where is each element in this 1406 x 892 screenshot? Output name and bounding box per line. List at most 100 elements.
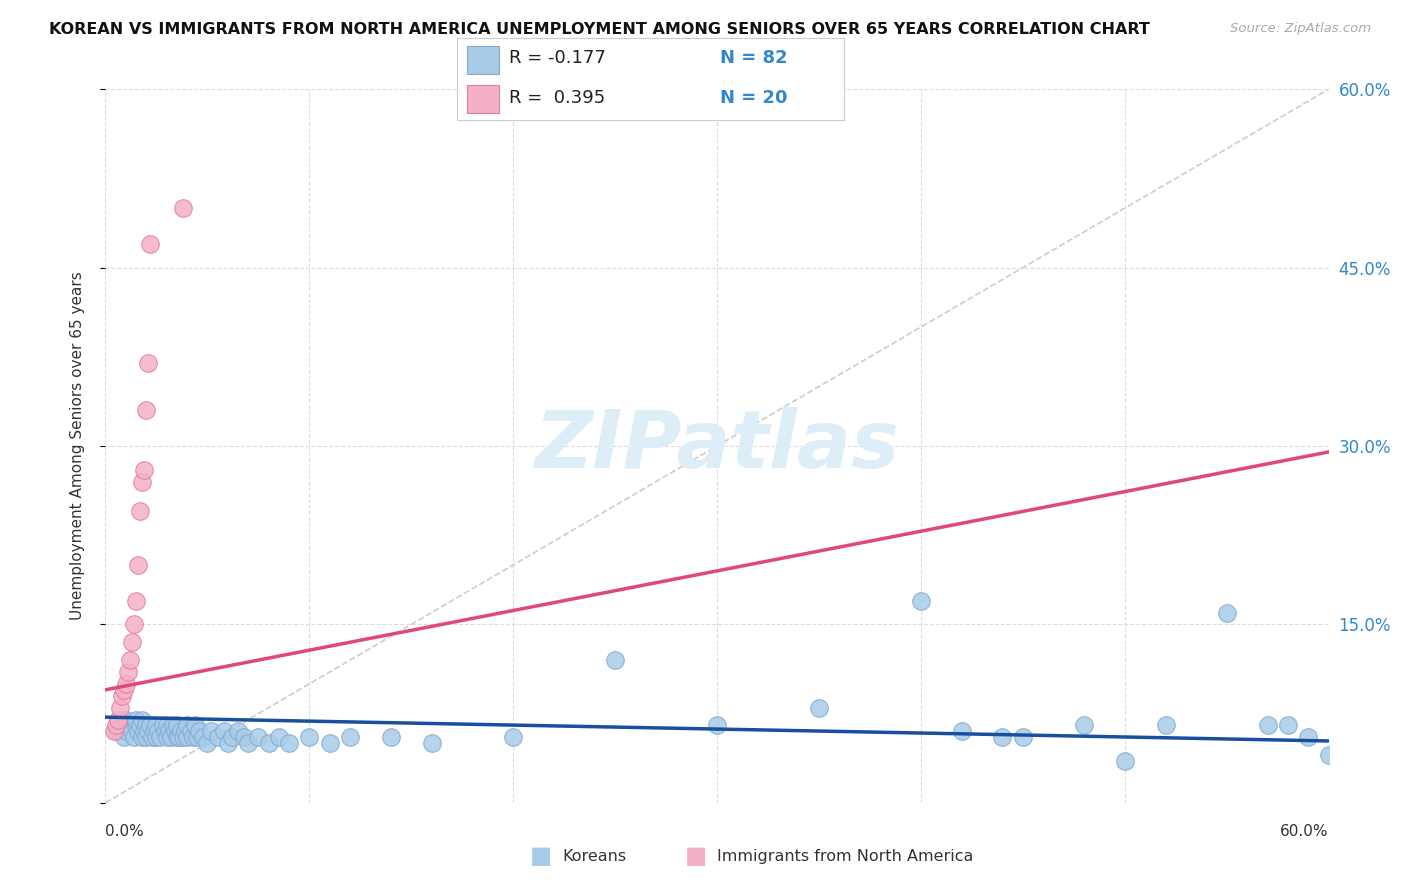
- Point: [221, 731, 243, 745]
- Point: [129, 504, 152, 518]
- Point: [125, 713, 148, 727]
- Point: [172, 731, 194, 745]
- Text: N = 82: N = 82: [720, 49, 787, 68]
- Text: Immigrants from North America: Immigrants from North America: [717, 849, 973, 863]
- Point: [134, 463, 156, 477]
- Point: [108, 700, 131, 714]
- Point: [118, 653, 141, 667]
- Point: [212, 724, 235, 739]
- Point: [156, 718, 179, 732]
- Point: [111, 689, 134, 703]
- Point: [108, 718, 131, 732]
- Text: KOREAN VS IMMIGRANTS FROM NORTH AMERICA UNEMPLOYMENT AMONG SENIORS OVER 65 YEARS: KOREAN VS IMMIGRANTS FROM NORTH AMERICA …: [49, 22, 1150, 37]
- Point: [166, 718, 188, 732]
- Point: [131, 475, 153, 489]
- Text: N = 20: N = 20: [720, 89, 787, 107]
- Point: [112, 731, 135, 745]
- Point: [121, 724, 143, 739]
- Point: [118, 718, 141, 732]
- Point: [991, 731, 1014, 745]
- Point: [1296, 731, 1319, 745]
- Point: [159, 731, 181, 745]
- Point: [207, 731, 229, 745]
- Point: [141, 731, 163, 745]
- Point: [163, 724, 186, 739]
- Point: [174, 724, 197, 739]
- Point: [166, 731, 188, 745]
- Point: [103, 724, 125, 739]
- Point: [125, 718, 148, 732]
- Point: [156, 731, 179, 745]
- Point: [186, 731, 208, 745]
- Point: [502, 731, 524, 745]
- Point: [170, 724, 193, 739]
- Point: [112, 682, 135, 697]
- Text: Koreans: Koreans: [562, 849, 627, 863]
- Text: ZIPatlas: ZIPatlas: [534, 407, 900, 485]
- Point: [197, 736, 219, 750]
- Point: [122, 617, 145, 632]
- Point: [1114, 754, 1136, 768]
- Point: [115, 724, 138, 739]
- Point: [181, 731, 204, 745]
- Text: R =  0.395: R = 0.395: [509, 89, 606, 107]
- Point: [1154, 718, 1177, 732]
- Point: [135, 731, 157, 745]
- Point: [121, 635, 143, 649]
- Text: R = -0.177: R = -0.177: [509, 49, 606, 68]
- Point: [1256, 718, 1278, 732]
- Text: Source: ZipAtlas.com: Source: ZipAtlas.com: [1230, 22, 1371, 36]
- Point: [420, 736, 443, 750]
- Point: [807, 700, 830, 714]
- Point: [136, 724, 159, 739]
- Point: [131, 713, 153, 727]
- Text: 60.0%: 60.0%: [1281, 824, 1329, 839]
- Point: [217, 736, 239, 750]
- Point: [139, 718, 162, 732]
- Point: [910, 593, 932, 607]
- Point: [318, 736, 342, 750]
- Point: [149, 731, 172, 745]
- Point: [298, 731, 321, 745]
- Point: [143, 724, 166, 739]
- Point: [380, 731, 402, 745]
- Point: [236, 736, 260, 750]
- Point: [148, 724, 170, 739]
- Point: [115, 677, 138, 691]
- Text: 0.0%: 0.0%: [105, 824, 145, 839]
- Point: [145, 731, 167, 745]
- Point: [139, 236, 162, 251]
- Point: [1277, 718, 1299, 732]
- Point: [950, 724, 973, 739]
- Point: [135, 403, 157, 417]
- Point: [267, 731, 290, 745]
- Point: [104, 718, 127, 732]
- Text: ■: ■: [530, 845, 553, 868]
- FancyBboxPatch shape: [467, 45, 499, 74]
- Point: [278, 736, 301, 750]
- Point: [122, 731, 145, 745]
- Point: [226, 724, 249, 739]
- Point: [136, 356, 159, 370]
- Point: [605, 653, 627, 667]
- Point: [193, 731, 215, 745]
- Point: [153, 724, 176, 739]
- Point: [125, 593, 148, 607]
- Point: [134, 724, 156, 739]
- Point: [117, 665, 139, 679]
- Point: [1216, 606, 1239, 620]
- Point: [176, 731, 198, 745]
- Point: [247, 731, 270, 745]
- Point: [135, 718, 157, 732]
- Y-axis label: Unemployment Among Seniors over 65 years: Unemployment Among Seniors over 65 years: [70, 272, 84, 620]
- Point: [152, 718, 174, 732]
- Point: [257, 736, 280, 750]
- Point: [111, 713, 134, 727]
- FancyBboxPatch shape: [467, 85, 499, 113]
- Text: ■: ■: [685, 845, 707, 868]
- Point: [115, 713, 138, 727]
- Point: [157, 724, 180, 739]
- Point: [131, 731, 153, 745]
- Point: [1317, 748, 1340, 763]
- Point: [167, 731, 190, 745]
